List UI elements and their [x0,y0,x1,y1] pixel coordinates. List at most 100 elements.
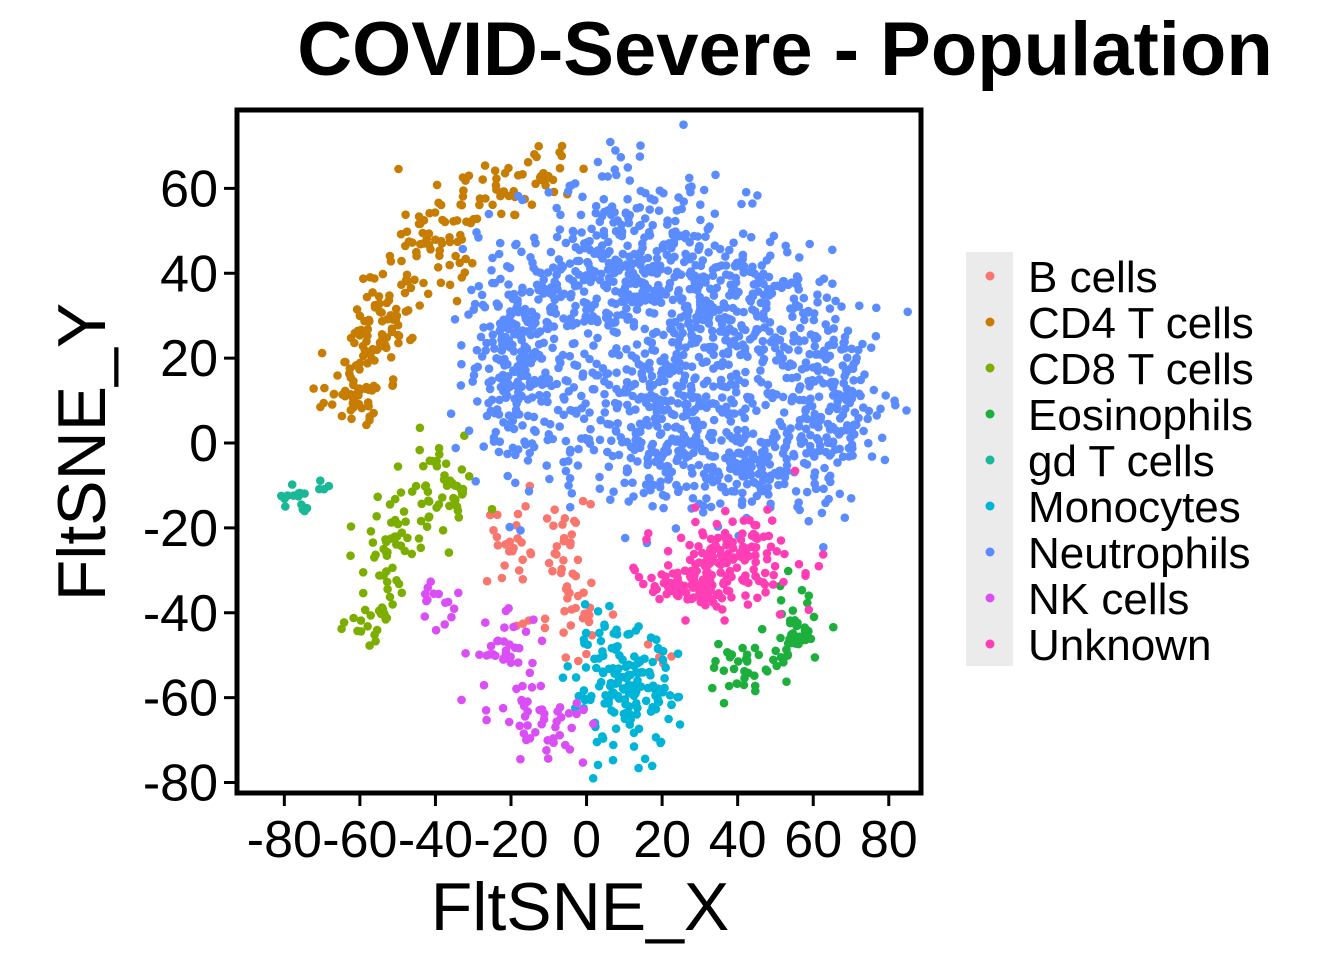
point-neutrophils [645,383,655,392]
point-neutrophils [849,376,858,385]
point-neutrophils [632,204,641,213]
point-neutrophils [494,249,504,259]
point-neutrophils [630,379,640,389]
point-neutrophils [739,261,749,271]
point-neutrophils [696,324,705,334]
point-eosinophils [740,666,749,676]
point-nk-cells [422,596,431,606]
point-neutrophils [749,280,759,289]
point-neutrophils [699,379,709,389]
point-neutrophils [653,422,662,431]
point-eosinophils [804,591,814,600]
point-b-cells [505,537,515,547]
point-cd8-t-cells [423,487,433,497]
point-neutrophils [796,323,805,333]
point-gd-t-cells [283,491,292,500]
point-neutrophils [620,533,630,543]
point-cd8-t-cells [438,526,448,535]
point-neutrophils [531,347,540,357]
point-unknown [698,528,707,537]
point-eosinophils [742,650,752,659]
point-cd8-t-cells [487,504,497,514]
point-monocytes [612,625,621,634]
point-monocytes [595,628,604,638]
point-monocytes [632,710,641,719]
point-neutrophils [816,412,826,422]
point-neutrophils [604,462,614,472]
point-neutrophils [721,261,731,270]
point-neutrophils [577,228,586,237]
point-neutrophils [764,390,773,399]
point-neutrophils [737,199,746,209]
point-neutrophils [828,279,837,289]
point-monocytes [643,683,653,693]
point-neutrophils [621,388,631,397]
point-neutrophils [716,499,725,508]
point-neutrophils [635,152,645,161]
point-eosinophils [733,657,743,666]
point-neutrophils [561,436,571,446]
point-neutrophils [663,422,672,432]
point-cd4-t-cells [452,296,462,306]
point-neutrophils [655,395,664,404]
point-neutrophils [505,522,514,532]
x-tick-label: -20 [473,811,548,869]
point-neutrophils [587,224,596,234]
point-neutrophils [503,449,512,459]
point-neutrophils [745,335,755,344]
point-cd4-t-cells [368,288,377,297]
point-neutrophils [623,194,632,204]
point-neutrophils [842,384,852,394]
point-neutrophils [647,371,657,381]
point-cd4-t-cells [374,292,384,301]
point-neutrophils [500,354,509,364]
point-neutrophils [689,392,699,402]
point-neutrophils [840,513,850,522]
point-cd4-t-cells [488,200,497,210]
point-neutrophils [699,469,709,479]
point-neutrophils [611,286,620,296]
x-tick-label: 20 [633,811,691,869]
point-neutrophils [819,542,828,552]
point-neutrophils [632,427,642,437]
point-neutrophils [547,381,556,391]
point-neutrophils [527,439,537,448]
point-neutrophils [543,397,552,407]
point-neutrophils [728,303,738,313]
point-neutrophils [772,390,781,399]
point-neutrophils [603,369,613,378]
point-unknown [780,549,789,559]
point-neutrophils [577,391,586,401]
point-neutrophils [720,312,730,322]
point-cd4-t-cells [435,246,445,255]
point-neutrophils [680,371,690,381]
point-unknown [779,577,788,587]
point-neutrophils [682,453,691,462]
point-neutrophils [678,381,687,391]
point-neutrophils [528,322,537,332]
point-neutrophils [752,491,762,501]
point-nk-cells [556,713,566,722]
point-monocytes [649,684,659,693]
point-unknown [647,573,656,583]
point-neutrophils [509,289,519,299]
point-unknown [662,589,671,599]
point-neutrophils [617,220,626,230]
point-cd4-t-cells [492,174,501,183]
point-neutrophils [747,497,757,506]
point-neutrophils [725,324,734,333]
point-cd4-t-cells [534,141,543,151]
point-neutrophils [823,326,833,335]
point-neutrophils [709,350,718,360]
y-tick-label: -20 [143,500,218,558]
point-neutrophils [589,445,599,455]
point-neutrophils [545,474,554,484]
point-cd4-t-cells [478,175,488,184]
point-cd8-t-cells [414,534,424,543]
point-cd4-t-cells [362,337,371,346]
legend-key-unknown [985,639,995,649]
point-neutrophils [804,376,813,386]
point-monocytes [592,737,602,747]
point-neutrophils [834,390,844,399]
point-neutrophils [680,303,690,312]
